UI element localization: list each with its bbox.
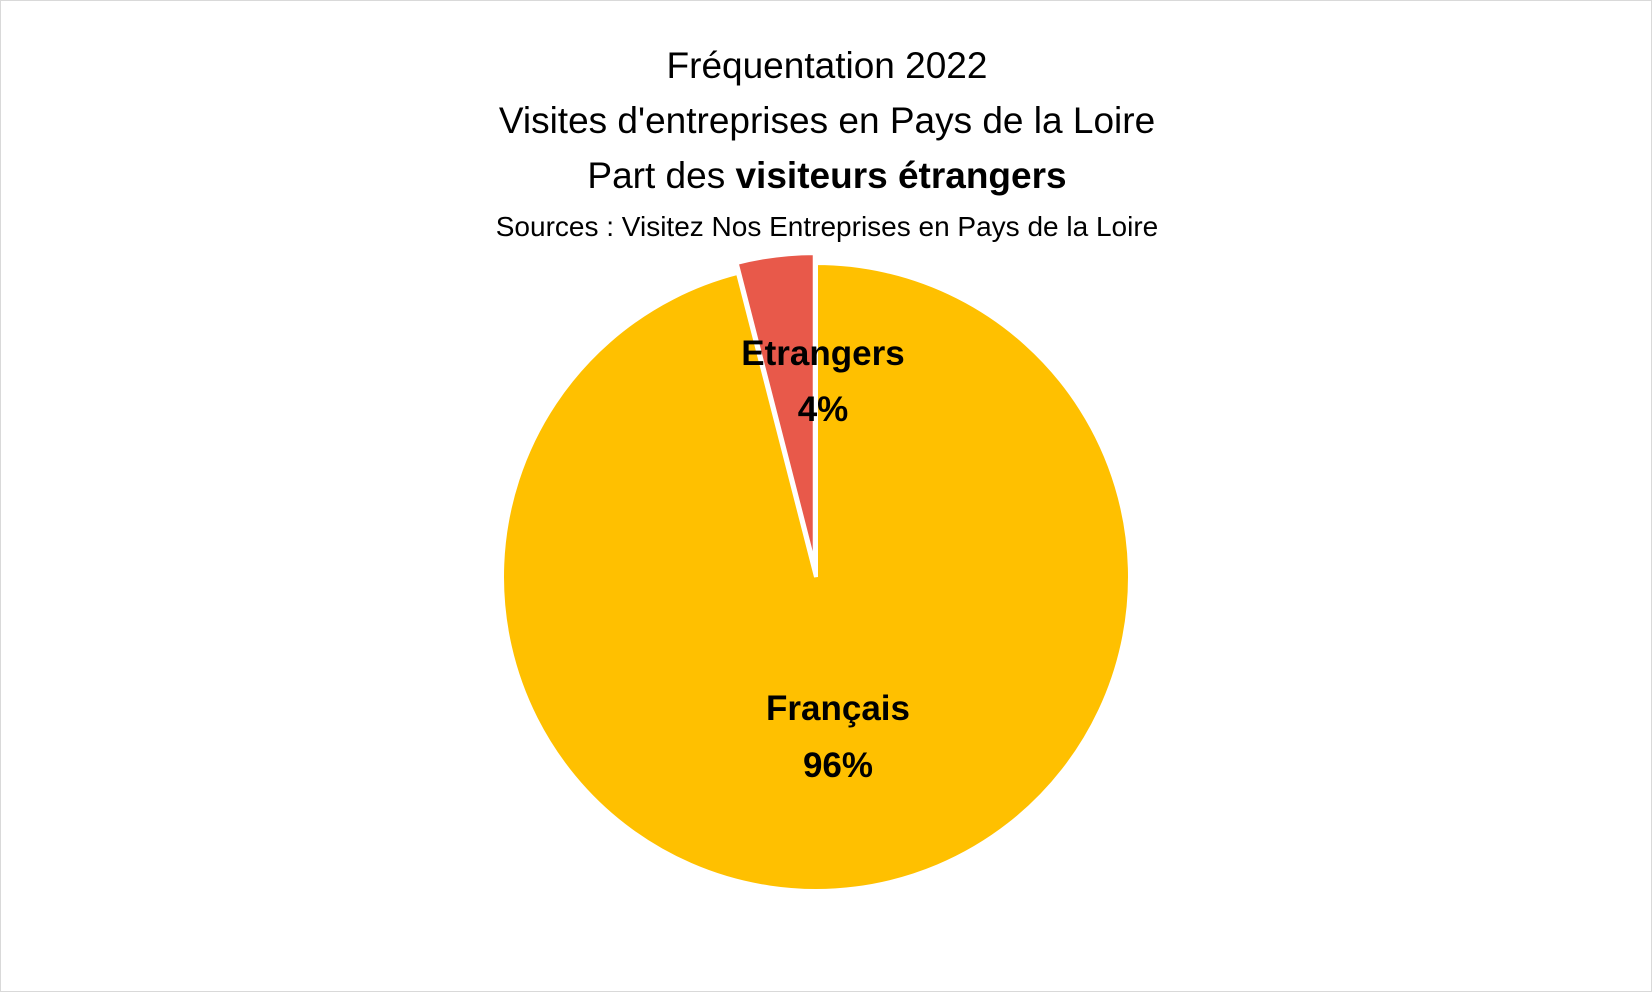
chart-subtitle: Sources : Visitez Nos Entreprises en Pay…	[495, 211, 1159, 242]
chart-title-line-3: Part des visiteurs étrangers	[1, 155, 1652, 197]
slice-label-etrangers: Etrangers	[741, 334, 904, 373]
chart-title-line-1: Fréquentation 2022	[666, 45, 988, 86]
pie-slice-francais	[500, 260, 1132, 893]
slice-value-label-francais: 96%	[803, 746, 873, 785]
chart-title-line-2: Visites d'entreprises en Pays de la Loir…	[498, 100, 1156, 141]
slice-value-label-etrangers: 4%	[798, 390, 849, 429]
slice-label-francais: Français	[766, 689, 910, 728]
chart-title-prefix: Part des	[587, 155, 736, 196]
chart-title-emphasis: visiteurs étrangers	[735, 155, 1067, 196]
pie-slice-etrangers	[734, 251, 817, 568]
